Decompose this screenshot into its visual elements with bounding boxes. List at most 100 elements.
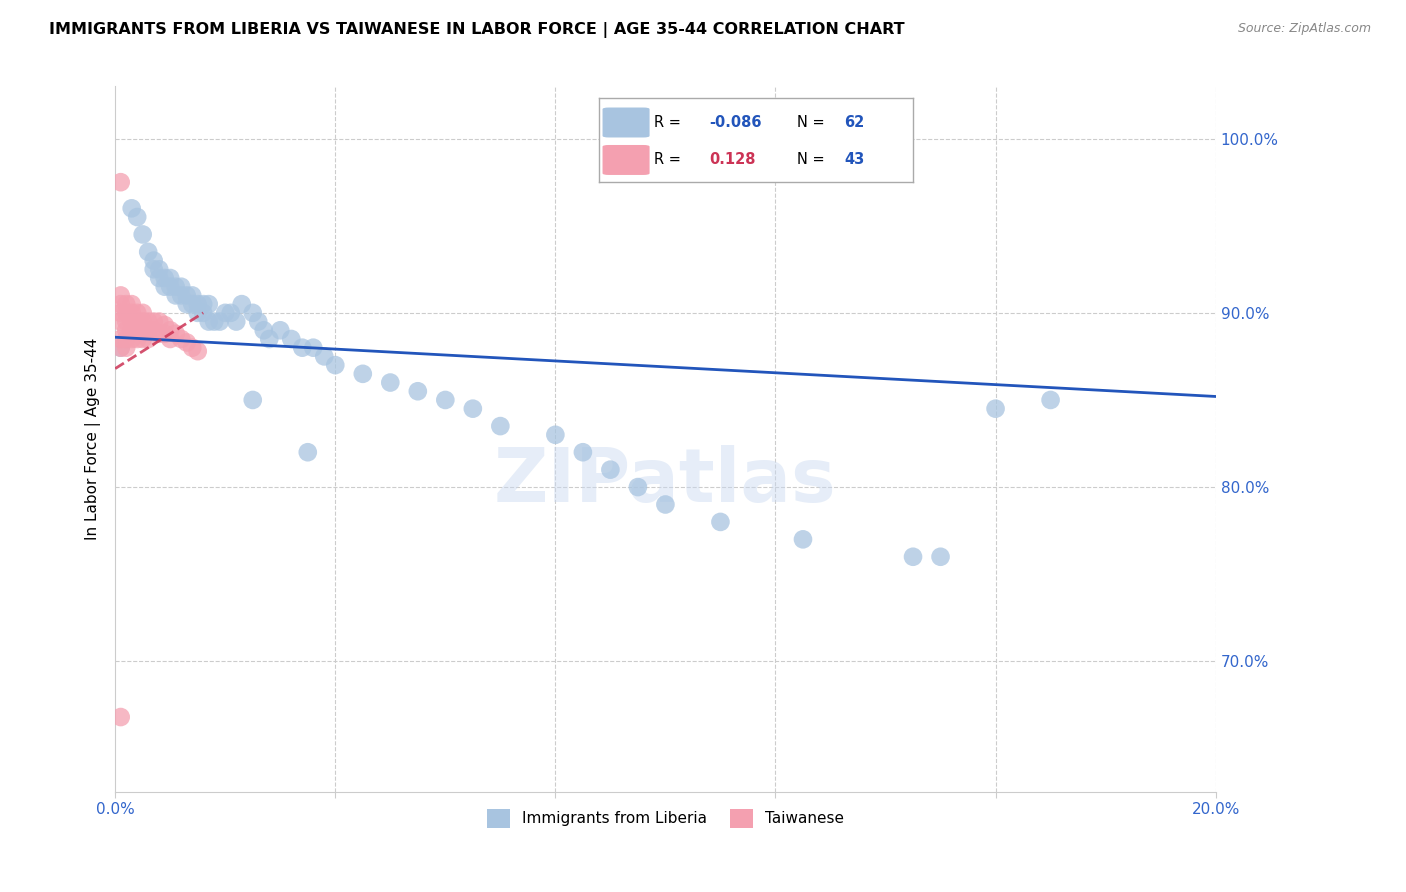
- Point: [110, 297, 132, 311]
- Point: [115, 341, 138, 355]
- Point: [253, 323, 276, 337]
- Point: [187, 344, 209, 359]
- Point: [544, 427, 567, 442]
- Point: [709, 515, 731, 529]
- Point: [159, 323, 181, 337]
- Point: [115, 323, 138, 337]
- Point: [176, 335, 198, 350]
- Point: [115, 314, 138, 328]
- Point: [110, 314, 132, 328]
- Point: [187, 297, 209, 311]
- Point: [280, 332, 302, 346]
- Point: [121, 306, 143, 320]
- Point: [572, 445, 595, 459]
- Point: [170, 279, 193, 293]
- Point: [110, 306, 132, 320]
- Point: [142, 314, 165, 328]
- Point: [159, 332, 181, 346]
- Point: [352, 367, 374, 381]
- Point: [406, 384, 429, 399]
- Point: [176, 288, 198, 302]
- Point: [121, 332, 143, 346]
- Point: [187, 306, 209, 320]
- Point: [131, 227, 153, 242]
- Point: [115, 297, 138, 311]
- Point: [291, 341, 314, 355]
- Point: [231, 297, 253, 311]
- Point: [219, 306, 242, 320]
- Point: [193, 297, 215, 311]
- Point: [170, 332, 193, 346]
- Point: [127, 210, 149, 224]
- Point: [121, 314, 143, 328]
- Text: Source: ZipAtlas.com: Source: ZipAtlas.com: [1237, 22, 1371, 36]
- Text: IMMIGRANTS FROM LIBERIA VS TAIWANESE IN LABOR FORCE | AGE 35-44 CORRELATION CHAR: IMMIGRANTS FROM LIBERIA VS TAIWANESE IN …: [49, 22, 905, 38]
- Y-axis label: In Labor Force | Age 35-44: In Labor Force | Age 35-44: [86, 338, 101, 541]
- Point: [165, 288, 187, 302]
- Point: [269, 323, 291, 337]
- Point: [131, 323, 153, 337]
- Point: [110, 341, 132, 355]
- Point: [110, 288, 132, 302]
- Point: [110, 175, 132, 189]
- Point: [242, 392, 264, 407]
- Point: [136, 244, 159, 259]
- Point: [193, 306, 215, 320]
- Point: [131, 332, 153, 346]
- Point: [380, 376, 402, 390]
- Point: [131, 306, 153, 320]
- Point: [148, 314, 170, 328]
- Point: [247, 314, 270, 328]
- Point: [202, 314, 225, 328]
- Point: [297, 445, 319, 459]
- Point: [176, 297, 198, 311]
- Point: [127, 314, 149, 328]
- Point: [489, 419, 512, 434]
- Point: [929, 549, 952, 564]
- Point: [792, 533, 814, 547]
- Point: [115, 332, 138, 346]
- Point: [165, 279, 187, 293]
- Point: [599, 463, 621, 477]
- Point: [654, 498, 676, 512]
- Point: [627, 480, 650, 494]
- Point: [136, 323, 159, 337]
- Point: [153, 279, 176, 293]
- Point: [153, 271, 176, 285]
- Point: [115, 306, 138, 320]
- Point: [214, 306, 236, 320]
- Point: [131, 314, 153, 328]
- Point: [181, 341, 204, 355]
- Point: [197, 314, 219, 328]
- Point: [181, 297, 204, 311]
- Point: [110, 332, 132, 346]
- Point: [142, 262, 165, 277]
- Point: [142, 323, 165, 337]
- Point: [159, 271, 181, 285]
- Point: [121, 202, 143, 216]
- Point: [159, 279, 181, 293]
- Point: [259, 332, 281, 346]
- Point: [127, 323, 149, 337]
- Point: [323, 358, 346, 372]
- Point: [121, 323, 143, 337]
- Point: [110, 341, 132, 355]
- Point: [148, 326, 170, 341]
- Point: [165, 326, 187, 341]
- Legend: Immigrants from Liberia, Taiwanese: Immigrants from Liberia, Taiwanese: [481, 803, 851, 834]
- Point: [110, 710, 132, 724]
- Point: [181, 288, 204, 302]
- Point: [225, 314, 247, 328]
- Point: [208, 314, 231, 328]
- Point: [127, 332, 149, 346]
- Point: [1039, 392, 1062, 407]
- Point: [136, 314, 159, 328]
- Point: [242, 306, 264, 320]
- Point: [197, 297, 219, 311]
- Point: [153, 318, 176, 332]
- Point: [461, 401, 484, 416]
- Point: [121, 297, 143, 311]
- Point: [314, 350, 336, 364]
- Point: [984, 401, 1007, 416]
- Point: [901, 549, 924, 564]
